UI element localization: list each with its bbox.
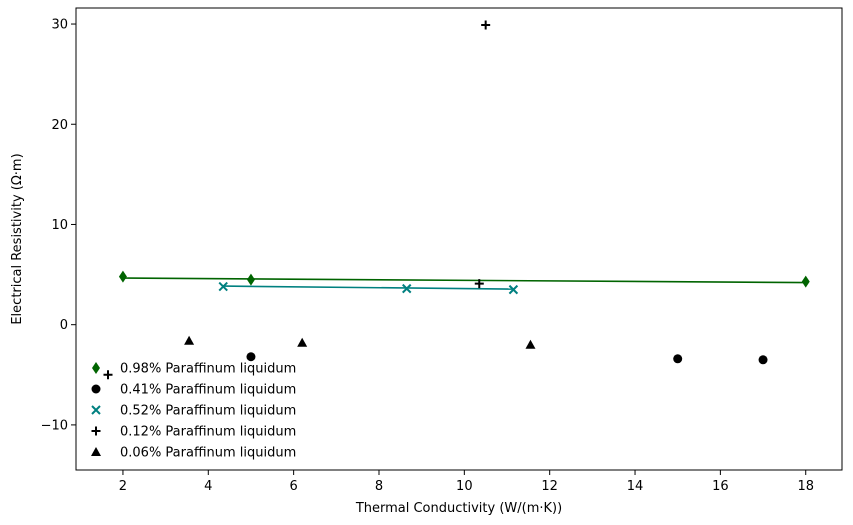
data-points (103, 20, 810, 380)
data-point (218, 281, 228, 292)
x-axis-label: Thermal Conductivity (W/(m·K)) (355, 501, 562, 516)
legend-label: 0.12% Paraffinum liquidum (120, 425, 296, 440)
data-point (297, 337, 308, 347)
legend-marker (91, 405, 101, 415)
legend-marker (91, 426, 101, 436)
fit-line (223, 285, 514, 290)
legend-label: 0.06% Paraffinum liquidum (120, 446, 296, 461)
data-point (246, 352, 256, 362)
x-tick-label: 8 (375, 479, 383, 494)
legend-marker (92, 362, 100, 374)
y-tick-label: −10 (41, 418, 68, 433)
y-axis-label: Electrical Resistivity (Ω·m) (10, 153, 25, 324)
fit-line (122, 277, 806, 284)
y-tick-label: 0 (60, 318, 68, 333)
data-point (474, 279, 484, 289)
legend-item: 0.41% Paraffinum liquidum (91, 383, 296, 398)
data-point (758, 355, 768, 365)
legend: 0.98% Paraffinum liquidum 0.41% Paraffinu… (91, 362, 296, 461)
data-point (184, 335, 195, 345)
legend-item: 0.52% Paraffinum liquidum (91, 404, 296, 419)
y-tick-label: 10 (51, 218, 68, 233)
x-tick-label: 14 (627, 479, 644, 494)
legend-item: 0.06% Paraffinum liquidum (91, 446, 296, 461)
data-point (508, 284, 519, 295)
x-tick-label: 2 (119, 479, 127, 494)
data-point (118, 270, 127, 283)
legend-item: 0.98% Paraffinum liquidum (92, 362, 296, 377)
data-point (402, 283, 412, 294)
x-tick-label: 6 (289, 479, 297, 494)
x-tick-label: 4 (204, 479, 212, 494)
plot-area (76, 8, 842, 470)
data-point (246, 273, 255, 286)
legend-marker (91, 384, 101, 394)
x-tick-label: 16 (712, 479, 729, 494)
plot-frame (75, 7, 843, 471)
x-tick-label: 18 (797, 479, 814, 494)
y-tick-label: 30 (51, 18, 68, 33)
x-axis: 2 4 6 8 10 12 14 16 18 (119, 470, 814, 494)
data-point (801, 275, 810, 288)
legend-label: 0.41% Paraffinum liquidum (120, 383, 296, 398)
data-point (525, 339, 536, 349)
legend-marker (91, 447, 101, 456)
data-point (481, 20, 491, 30)
data-point (103, 370, 113, 380)
data-point (673, 354, 683, 364)
y-axis: −10 0 10 20 30 (41, 18, 76, 433)
legend-item: 0.12% Paraffinum liquidum (91, 425, 296, 440)
x-tick-label: 12 (541, 479, 558, 494)
y-tick-label: 20 (51, 118, 68, 133)
legend-label: 0.98% Paraffinum liquidum (120, 362, 296, 377)
legend-label: 0.52% Paraffinum liquidum (120, 404, 296, 419)
fit-lines (122, 277, 806, 290)
x-tick-label: 10 (456, 479, 473, 494)
